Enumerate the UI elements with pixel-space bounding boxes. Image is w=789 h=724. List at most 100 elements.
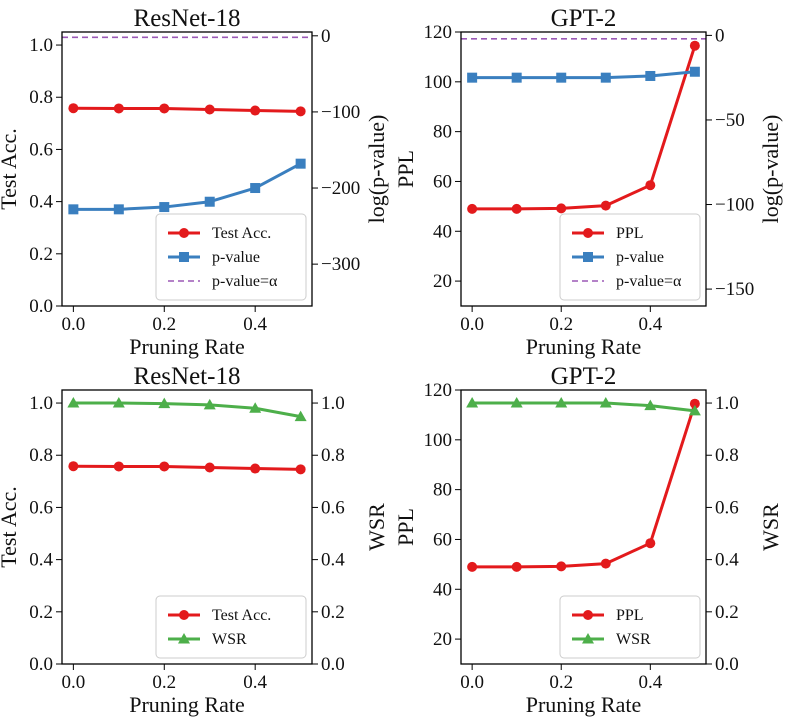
plot-frame: [460, 31, 707, 307]
data-point-wsr: [599, 397, 612, 408]
y2-tick-label: 0.6: [321, 497, 345, 518]
legend-label: p-value=α: [212, 273, 278, 290]
x-tick-label: 0.0: [61, 314, 85, 335]
plot-frame: [460, 389, 707, 665]
y2-tick-label: 0.6: [715, 497, 739, 518]
data-point-wsr: [644, 399, 657, 411]
y2-tick-label: −100: [715, 195, 754, 216]
legend-label: p-value=α: [616, 273, 682, 290]
legend-marker: [179, 228, 189, 238]
y2-tick-label: 0.0: [715, 654, 739, 675]
y-tick-label: 80: [433, 122, 452, 143]
data-point-p-value: [295, 158, 306, 169]
series-line-p-value: [73, 162, 302, 211]
data-point-test-acc: [204, 462, 215, 473]
data-point-test-acc: [295, 464, 306, 475]
legend-marker: [178, 633, 190, 644]
chart-title: ResNet-18: [134, 363, 241, 390]
data-point-wsr: [555, 397, 568, 408]
legend-label: Test Acc.: [212, 225, 271, 242]
data-point-ppl: [556, 203, 567, 214]
legend-label: PPL: [616, 607, 644, 624]
y-tick-label: 1.0: [29, 35, 53, 56]
legend: Test Acc. p-value p-value=α: [155, 213, 307, 301]
y2-tick-label: 0.2: [715, 602, 739, 623]
data-point-wsr: [294, 410, 307, 422]
x-tick-label: 0.2: [152, 672, 176, 693]
series-line-wsr: [73, 401, 301, 419]
y-tick-label: 80: [433, 480, 452, 501]
data-point-ppl: [600, 200, 611, 211]
data-point-p-value: [645, 70, 656, 81]
legend-marker: [583, 252, 593, 262]
legend-label: WSR: [616, 631, 651, 648]
chart-title: GPT-2: [551, 363, 617, 390]
series-line-p-value: [472, 70, 696, 80]
legend-label: WSR: [212, 631, 247, 648]
y2-tick-label: −300: [321, 254, 360, 275]
y-axis-label: Test Acc.: [0, 128, 21, 210]
y2-tick-label: 0: [715, 25, 725, 46]
y-tick-label: 20: [433, 629, 452, 650]
data-point-test-acc: [68, 103, 79, 114]
data-point-ppl: [689, 398, 700, 409]
data-point-p-value: [600, 72, 611, 83]
x-axis-label: Pruning Rate: [526, 692, 642, 717]
y-tick-label: 0.4: [29, 550, 53, 571]
y2-axis-label: WSR: [364, 503, 389, 551]
data-point-test-acc: [250, 105, 261, 116]
data-point-test-acc: [159, 461, 170, 472]
x-tick-label: 0.0: [61, 672, 85, 693]
data-point-test-acc: [113, 461, 124, 472]
legend-label: Test Acc.: [212, 607, 271, 624]
y-tick-label: 0.8: [29, 445, 53, 466]
data-point-wsr: [203, 398, 216, 410]
data-point-test-acc: [113, 103, 124, 114]
x-axis-label: Pruning Rate: [129, 692, 245, 717]
legend-marker: [179, 610, 189, 620]
y2-tick-label: 0.0: [321, 654, 345, 675]
y-tick-label: 40: [433, 579, 452, 600]
series-line-ppl: [472, 45, 697, 211]
plot-frame: [61, 31, 313, 307]
legend-label: p-value: [212, 249, 260, 266]
chart-title: GPT-2: [551, 5, 617, 32]
y2-tick-label: 0.4: [715, 550, 739, 571]
data-point-ppl: [689, 40, 700, 51]
x-tick-label: 0.4: [243, 672, 267, 693]
y-axis-label: Test Acc.: [0, 486, 21, 568]
y-tick-label: 0.0: [29, 654, 53, 675]
y-tick-label: 0.0: [29, 296, 53, 317]
y-tick-label: 0.6: [29, 497, 53, 518]
data-point-wsr: [67, 397, 80, 408]
y2-tick-label: 0.8: [321, 445, 345, 466]
legend-marker: [583, 610, 593, 620]
data-point-ppl: [600, 558, 611, 569]
x-tick-label: 0.0: [460, 314, 484, 335]
data-point-test-acc: [68, 461, 79, 472]
data-point-wsr: [112, 397, 125, 408]
series-line-test-acc: [73, 464, 301, 471]
x-tick-label: 0.2: [152, 314, 176, 335]
y-axis-label: PPL: [393, 508, 418, 546]
series-line-test-acc: [73, 106, 301, 113]
y2-axis-label: log(p-value): [758, 115, 783, 224]
y2-tick-label: 1.0: [715, 393, 739, 414]
y2-axis-label: WSR: [758, 503, 783, 551]
y-tick-label: 20: [433, 271, 452, 292]
data-point-test-acc: [159, 103, 170, 114]
legend-marker: [582, 633, 594, 644]
y-tick-label: 0.2: [29, 244, 53, 265]
x-tick-label: 0.2: [549, 314, 573, 335]
y2-tick-label: 0: [321, 26, 331, 47]
y-tick-label: 120: [424, 380, 453, 401]
legend: Test Acc. WSR: [155, 595, 307, 659]
data-point-ppl: [511, 561, 522, 572]
data-point-ppl: [467, 561, 478, 572]
data-point-wsr: [688, 404, 701, 416]
legend-label: PPL: [616, 225, 644, 242]
